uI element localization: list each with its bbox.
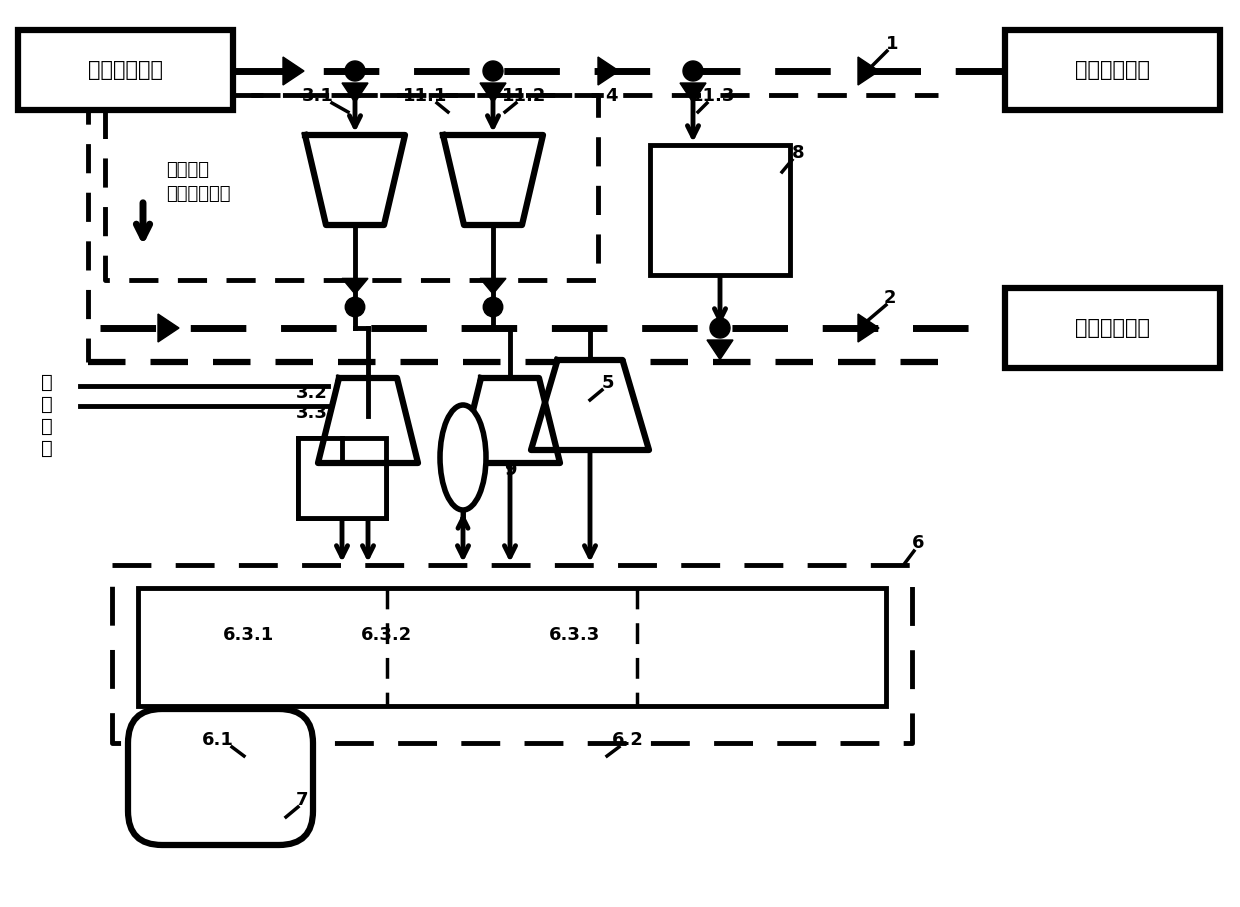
Circle shape xyxy=(345,297,365,317)
Text: 2: 2 xyxy=(884,289,897,307)
Ellipse shape xyxy=(440,405,486,510)
Polygon shape xyxy=(460,378,560,463)
Text: 4: 4 xyxy=(605,87,618,105)
Text: 8: 8 xyxy=(791,144,805,162)
Polygon shape xyxy=(157,314,179,342)
Text: 1: 1 xyxy=(885,35,898,53)
Text: 中压蒸汽用户: 中压蒸汽用户 xyxy=(1075,60,1149,80)
Text: 7: 7 xyxy=(296,791,309,809)
Polygon shape xyxy=(707,340,733,359)
Polygon shape xyxy=(680,83,706,102)
Text: 11.3: 11.3 xyxy=(691,87,735,105)
Bar xyxy=(1004,30,1220,110)
Polygon shape xyxy=(598,57,619,85)
Text: 3.1: 3.1 xyxy=(303,87,334,105)
Polygon shape xyxy=(480,83,506,102)
Circle shape xyxy=(484,61,503,81)
Polygon shape xyxy=(283,57,304,85)
Polygon shape xyxy=(858,314,879,342)
Text: 6.3.2: 6.3.2 xyxy=(361,626,413,644)
Circle shape xyxy=(345,61,365,81)
Circle shape xyxy=(711,318,730,338)
Text: 6.2: 6.2 xyxy=(613,731,644,749)
Text: 电厂供热机组: 电厂供热机组 xyxy=(88,60,162,80)
Polygon shape xyxy=(858,57,879,85)
Bar xyxy=(298,438,386,518)
Bar xyxy=(19,30,233,110)
Circle shape xyxy=(484,297,502,317)
Text: 3.3: 3.3 xyxy=(296,404,327,422)
Text: 5: 5 xyxy=(601,374,614,392)
Bar xyxy=(650,145,790,275)
Polygon shape xyxy=(443,135,543,225)
Text: 6.3.3: 6.3.3 xyxy=(549,626,600,644)
Text: 3.2: 3.2 xyxy=(296,384,327,402)
Bar xyxy=(298,438,386,518)
Circle shape xyxy=(683,61,703,81)
Text: 11.1: 11.1 xyxy=(403,87,448,105)
Polygon shape xyxy=(342,83,368,102)
Text: 6.3.1: 6.3.1 xyxy=(222,626,274,644)
Text: 低压蒸汽用户: 低压蒸汽用户 xyxy=(1075,318,1149,338)
Text: 原
料
氢
气: 原 料 氢 气 xyxy=(41,373,53,457)
Polygon shape xyxy=(305,135,405,225)
Polygon shape xyxy=(480,278,506,294)
Text: 11.2: 11.2 xyxy=(502,87,546,105)
Bar xyxy=(1004,288,1220,368)
Polygon shape xyxy=(317,378,418,463)
FancyBboxPatch shape xyxy=(128,709,312,845)
Text: 9: 9 xyxy=(503,461,516,479)
Text: 蒸汽轮机
实现减温减压: 蒸汽轮机 实现减温减压 xyxy=(166,161,231,203)
Text: 6: 6 xyxy=(911,534,924,552)
Polygon shape xyxy=(342,278,368,294)
Bar xyxy=(138,588,887,706)
Polygon shape xyxy=(531,360,649,450)
Text: 6.1: 6.1 xyxy=(202,731,234,749)
